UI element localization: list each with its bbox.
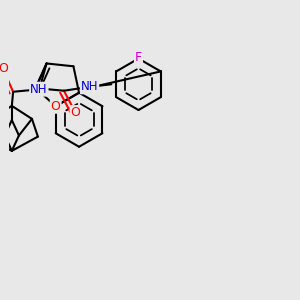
Text: NH: NH xyxy=(81,80,98,93)
Text: F: F xyxy=(135,51,142,64)
Text: O: O xyxy=(70,106,80,119)
Text: NH: NH xyxy=(30,83,48,96)
Text: O: O xyxy=(51,100,61,113)
Text: O: O xyxy=(0,62,8,75)
